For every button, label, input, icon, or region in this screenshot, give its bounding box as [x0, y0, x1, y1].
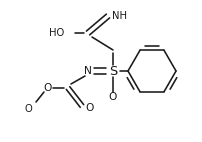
- Text: O: O: [44, 83, 52, 93]
- Text: N: N: [84, 66, 92, 76]
- Text: O: O: [85, 103, 93, 113]
- Text: O: O: [108, 92, 117, 102]
- Text: O: O: [24, 104, 32, 114]
- Text: S: S: [108, 64, 117, 78]
- Text: NH: NH: [112, 11, 126, 21]
- Text: HO: HO: [48, 28, 64, 38]
